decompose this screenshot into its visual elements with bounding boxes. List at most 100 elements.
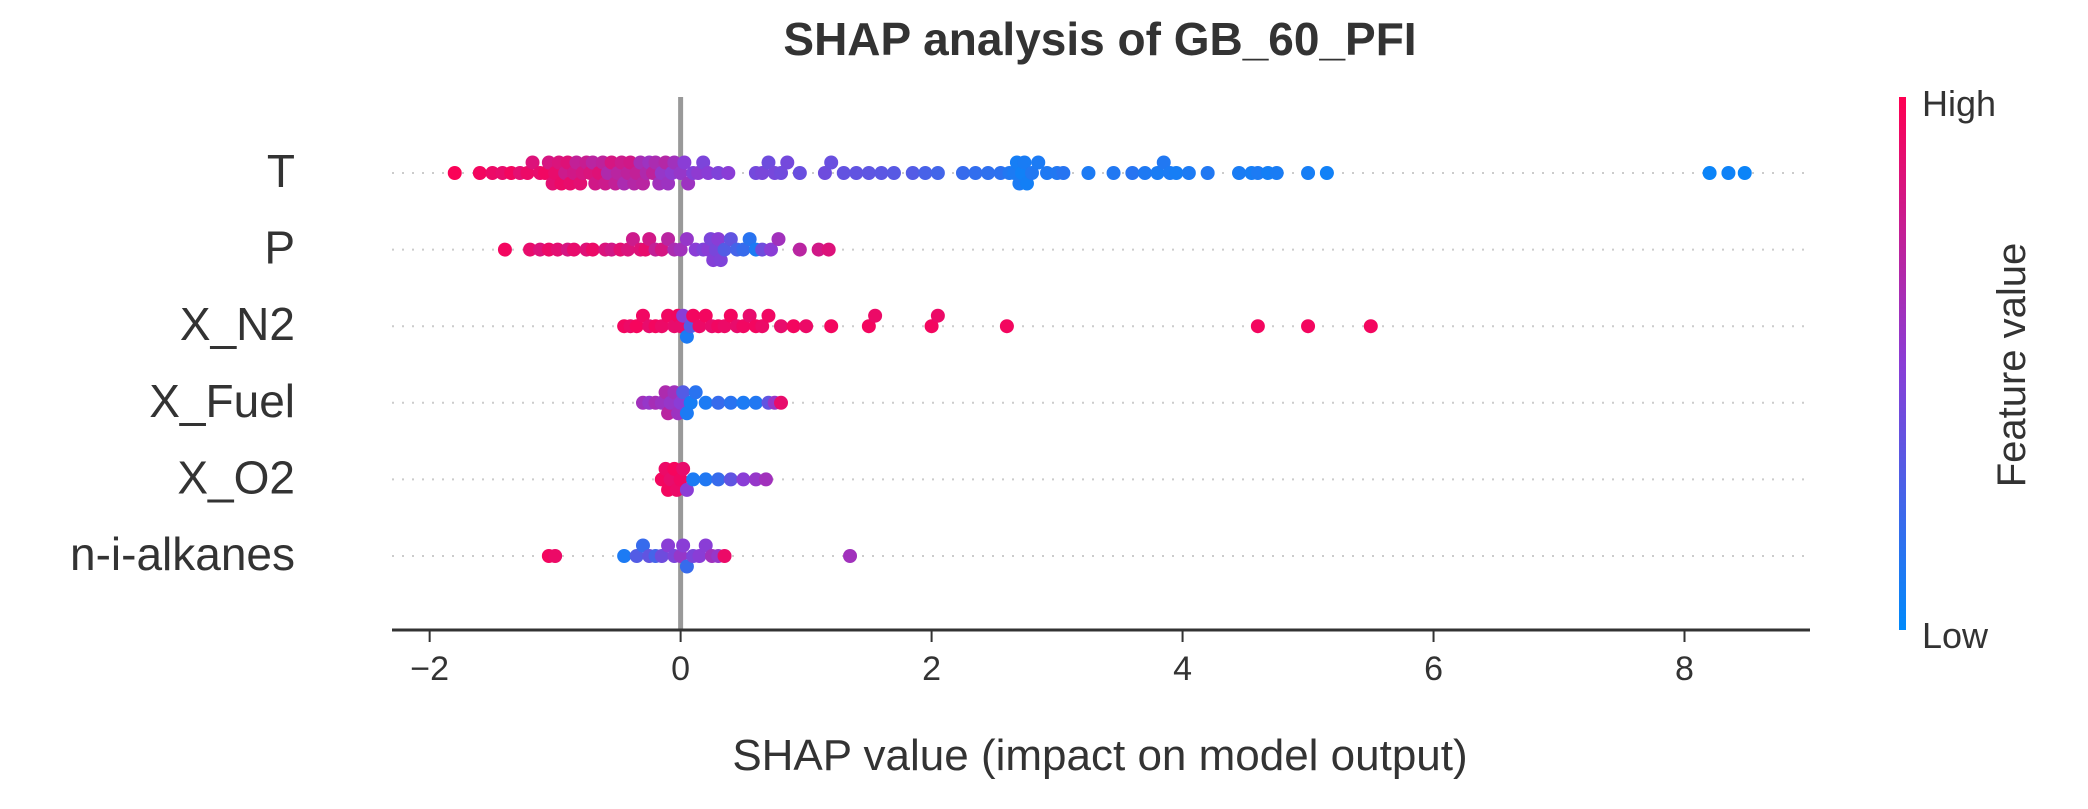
shap-point bbox=[679, 482, 694, 497]
shap-point bbox=[786, 319, 801, 334]
shap-point bbox=[538, 166, 553, 180]
shap-point bbox=[472, 166, 487, 180]
shap-point bbox=[1250, 319, 1265, 334]
shap-point bbox=[661, 538, 676, 553]
shap-point bbox=[1363, 319, 1378, 334]
shap-point bbox=[648, 155, 663, 170]
shap-point bbox=[771, 232, 786, 247]
shap-point bbox=[736, 242, 751, 257]
shap-point bbox=[667, 155, 682, 170]
shap-point bbox=[792, 166, 807, 180]
shap-point bbox=[677, 155, 692, 170]
shap-point bbox=[711, 395, 726, 410]
shap-point bbox=[1056, 166, 1071, 180]
x-tick-label: −2 bbox=[410, 650, 449, 688]
shap-point bbox=[617, 549, 632, 563]
shap-point bbox=[701, 166, 716, 180]
feature-label: X_Fuel bbox=[149, 375, 295, 427]
shap-point bbox=[679, 232, 694, 247]
shap-point bbox=[736, 395, 751, 410]
shap-point bbox=[763, 242, 778, 257]
shap-point bbox=[654, 549, 669, 563]
shap-point bbox=[696, 155, 711, 170]
feature-label: T bbox=[267, 145, 295, 197]
shap-point bbox=[824, 319, 839, 334]
shap-point bbox=[874, 166, 889, 180]
shap-point bbox=[999, 319, 1014, 334]
shap-point bbox=[981, 166, 996, 180]
row-guides bbox=[392, 172, 1810, 557]
shap-point bbox=[698, 395, 713, 410]
shap-point bbox=[698, 308, 713, 323]
shap-point bbox=[723, 472, 738, 487]
shap-point bbox=[688, 385, 703, 400]
shap-point bbox=[563, 176, 578, 191]
shap-point bbox=[761, 155, 776, 170]
shap-point bbox=[673, 472, 688, 487]
shap-point bbox=[1269, 166, 1284, 180]
shap-point bbox=[905, 166, 920, 180]
colorbar-title: Feature value bbox=[1990, 243, 2034, 488]
shap-point bbox=[654, 319, 669, 334]
shap-point bbox=[723, 308, 738, 323]
shap-point bbox=[676, 385, 691, 400]
shap-point bbox=[691, 166, 706, 180]
shap-point bbox=[711, 166, 726, 180]
shap-point bbox=[485, 166, 500, 180]
shap-point bbox=[843, 549, 858, 563]
shap-point bbox=[676, 538, 691, 553]
feature-labels: TP X_N2 X_Fuel X_O2 n-i-alkanes bbox=[70, 145, 295, 580]
shap-point bbox=[610, 166, 625, 180]
shap-point bbox=[676, 308, 691, 323]
shap-point bbox=[748, 472, 763, 487]
shap-point bbox=[635, 308, 650, 323]
shap-point bbox=[585, 155, 600, 170]
shap-point bbox=[541, 155, 556, 170]
shap-point bbox=[1125, 166, 1140, 180]
shap-point bbox=[1200, 166, 1215, 180]
shap-point bbox=[1017, 155, 1032, 170]
shap-point bbox=[918, 166, 933, 180]
shap-point bbox=[717, 242, 732, 257]
shap-point bbox=[669, 482, 684, 497]
shap-point bbox=[758, 472, 773, 487]
shap-point bbox=[836, 166, 851, 180]
shap-point bbox=[792, 242, 807, 257]
shap-point bbox=[673, 395, 688, 410]
shap-point bbox=[736, 319, 751, 334]
x-tick-label: 6 bbox=[1424, 650, 1443, 688]
shap-point bbox=[1106, 166, 1121, 180]
shap-point bbox=[1040, 166, 1055, 180]
shap-point bbox=[774, 166, 789, 180]
shap-point bbox=[821, 242, 836, 257]
shap-point bbox=[955, 166, 970, 180]
shap-point bbox=[1081, 166, 1096, 180]
shap-point bbox=[930, 308, 945, 323]
shap-point bbox=[692, 319, 707, 334]
shap-point bbox=[1232, 166, 1247, 180]
shap-point bbox=[924, 319, 939, 334]
shap-point bbox=[676, 461, 691, 476]
shap-point bbox=[661, 406, 676, 421]
shap-point bbox=[1301, 319, 1316, 334]
shap-point bbox=[673, 166, 688, 180]
feature-label: X_N2 bbox=[180, 298, 295, 350]
shap-point bbox=[1031, 155, 1046, 170]
shap-point bbox=[723, 395, 738, 410]
shap-point bbox=[861, 319, 876, 334]
shap-point bbox=[711, 232, 726, 247]
shap-point bbox=[523, 242, 538, 257]
shap-point bbox=[711, 472, 726, 487]
shap-point bbox=[569, 155, 584, 170]
shap-point bbox=[1169, 166, 1184, 180]
shap-point bbox=[824, 155, 839, 170]
shap-point bbox=[713, 253, 728, 268]
shap-point bbox=[629, 549, 644, 563]
shap-point bbox=[654, 166, 669, 180]
shap-point bbox=[679, 559, 694, 574]
shap-point bbox=[723, 232, 738, 247]
shap-point bbox=[817, 166, 832, 180]
shap-point bbox=[811, 242, 826, 257]
shap-point bbox=[1737, 166, 1752, 180]
shap-point bbox=[447, 166, 462, 180]
